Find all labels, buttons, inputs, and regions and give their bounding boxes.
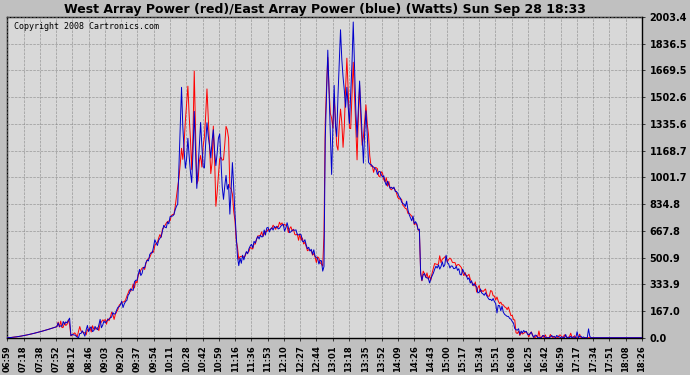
Title: West Array Power (red)/East Array Power (blue) (Watts) Sun Sep 28 18:33: West Array Power (red)/East Array Power …	[63, 3, 586, 16]
Text: Copyright 2008 Cartronics.com: Copyright 2008 Cartronics.com	[14, 22, 159, 31]
